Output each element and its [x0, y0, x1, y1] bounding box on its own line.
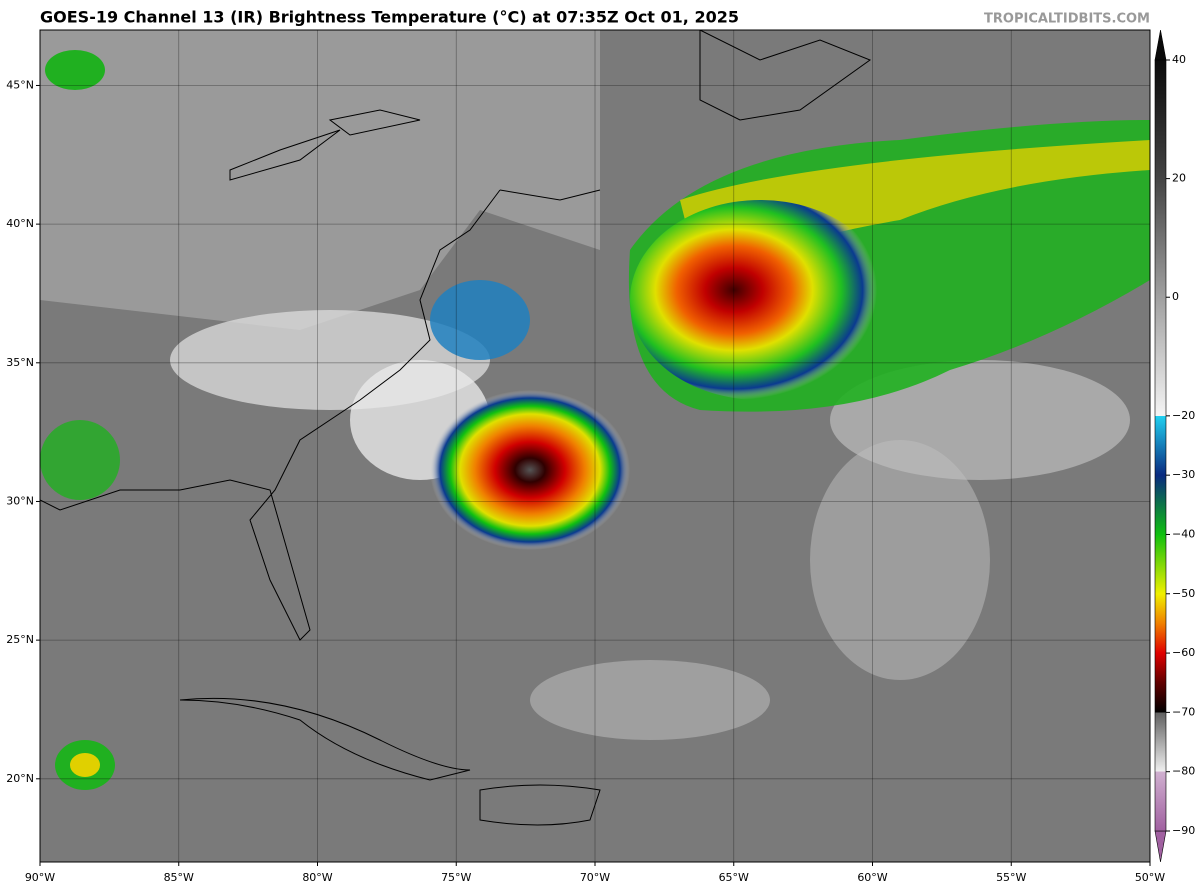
colorbar-tick-label: −50	[1172, 587, 1195, 600]
colorbar-extend-top	[1154, 29, 1167, 61]
colorbar-tick-label: −40	[1172, 527, 1195, 540]
colorbar-tick-label: 0	[1172, 290, 1179, 303]
lat-tick-label: 20°N	[6, 772, 34, 785]
map-imagery	[40, 30, 1150, 862]
lon-tick-label: 75°W	[441, 871, 471, 884]
colorbar-tick-label: 20	[1172, 172, 1186, 185]
colorbar-tick-label: −20	[1172, 409, 1195, 422]
lat-tick-label: 30°N	[6, 494, 34, 507]
lat-tick-label: 45°N	[6, 78, 34, 91]
colorbar-tick-label: 40	[1172, 53, 1186, 66]
axes: 90°W 85°W 80°W 75°W 70°W 65°W 60°W 55°W 50°W 20°N…	[6, 78, 1165, 884]
colorbar-tick-label: −60	[1172, 646, 1195, 659]
lon-tick-label: 85°W	[164, 871, 194, 884]
colorbar-tick-label: −30	[1172, 468, 1195, 481]
colorbar-extend-bottom	[1154, 830, 1167, 863]
lon-tick-label: 50°W	[1135, 871, 1165, 884]
credit: TROPICALTIDBITS.COM	[984, 12, 1150, 27]
grid	[39, 30, 1151, 862]
lat-tick-label: 25°N	[6, 633, 34, 646]
lon-tick-label: 60°W	[857, 871, 887, 884]
lon-tick-label: 65°W	[719, 871, 749, 884]
lon-tick-label: 70°W	[580, 871, 610, 884]
colorbar: 40 20 0 −20 −30 −40 −50 −60 −70 −80 −90	[1154, 29, 1195, 863]
title: GOES-19 Channel 13 (IR) Brightness Tempe…	[40, 8, 739, 27]
lon-tick-label: 90°W	[25, 871, 55, 884]
lon-tick-label: 80°W	[302, 871, 332, 884]
colorbar-tick-label: −90	[1172, 824, 1195, 837]
lat-tick-label: 35°N	[6, 356, 34, 369]
lat-tick-label: 40°N	[6, 217, 34, 230]
colorbar-tick-label: −80	[1172, 765, 1195, 778]
colorbar-tick-label: −70	[1172, 705, 1195, 718]
lon-tick-label: 55°W	[996, 871, 1026, 884]
colorbar-bar	[1154, 59, 1167, 832]
